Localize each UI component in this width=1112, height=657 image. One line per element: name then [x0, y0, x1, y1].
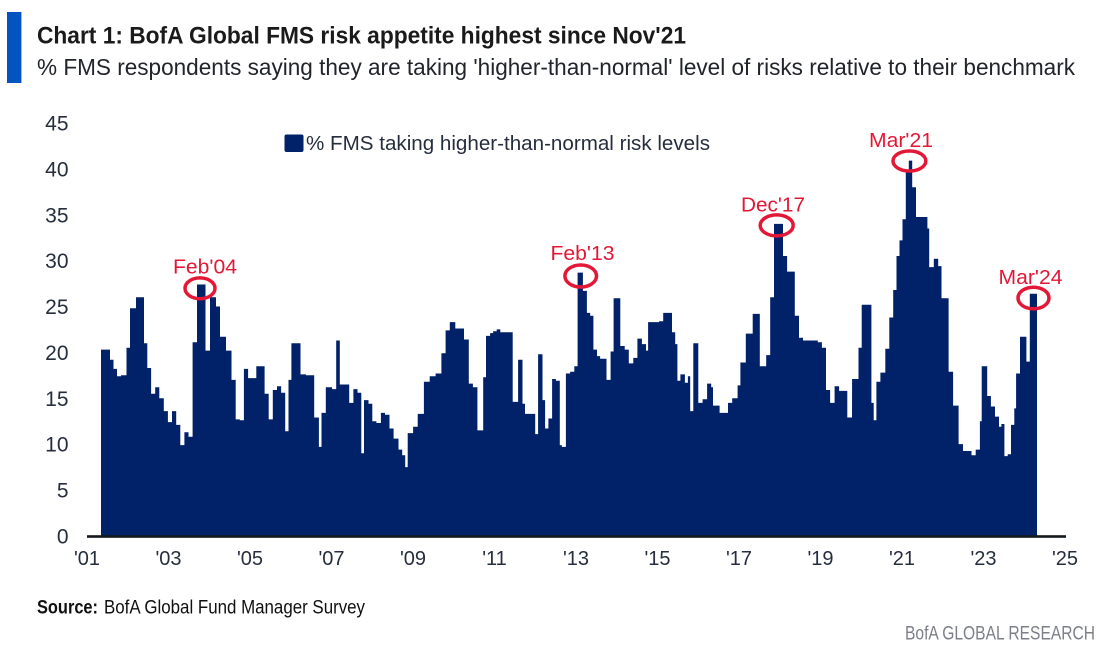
svg-text:Source:: Source: — [37, 598, 98, 619]
svg-text:'19: '19 — [807, 548, 833, 570]
svg-text:BofA GLOBAL RESEARCH: BofA GLOBAL RESEARCH — [905, 623, 1095, 644]
svg-text:20: 20 — [45, 342, 68, 365]
svg-text:'11: '11 — [482, 548, 507, 570]
svg-text:35: 35 — [45, 204, 68, 227]
svg-text:Mar'24: Mar'24 — [999, 266, 1063, 289]
svg-text:'25: '25 — [1052, 548, 1078, 570]
svg-text:5: 5 — [57, 480, 69, 503]
svg-text:Dec'17: Dec'17 — [741, 194, 805, 217]
svg-text:10: 10 — [45, 434, 68, 457]
svg-text:25: 25 — [45, 296, 68, 319]
svg-text:'21: '21 — [889, 548, 915, 570]
svg-text:'23: '23 — [970, 548, 996, 570]
svg-text:'07: '07 — [318, 548, 344, 570]
svg-text:'17: '17 — [726, 548, 752, 570]
svg-text:Feb'04: Feb'04 — [173, 256, 237, 279]
svg-text:'03: '03 — [155, 548, 181, 570]
svg-text:15: 15 — [45, 388, 68, 411]
svg-text:Mar'21: Mar'21 — [869, 129, 933, 152]
svg-text:Chart 1: BofA Global FMS risk: Chart 1: BofA Global FMS risk appetite h… — [37, 23, 686, 50]
svg-text:45: 45 — [45, 113, 68, 136]
svg-text:'05: '05 — [237, 548, 263, 570]
svg-text:40: 40 — [45, 158, 68, 181]
svg-text:Feb'13: Feb'13 — [551, 242, 615, 265]
svg-text:'13: '13 — [563, 548, 589, 570]
svg-text:'09: '09 — [400, 548, 426, 570]
svg-text:0: 0 — [57, 525, 69, 548]
svg-text:% FMS respondents saying they: % FMS respondents saying they are taking… — [37, 54, 1075, 80]
svg-text:% FMS taking higher-than-norma: % FMS taking higher-than-normal risk lev… — [306, 133, 710, 155]
svg-text:'15: '15 — [644, 548, 670, 570]
svg-text:'01: '01 — [74, 548, 100, 570]
svg-text:30: 30 — [45, 250, 68, 273]
svg-text:BofA Global Fund Manager Surve: BofA Global Fund Manager Survey — [104, 598, 365, 619]
